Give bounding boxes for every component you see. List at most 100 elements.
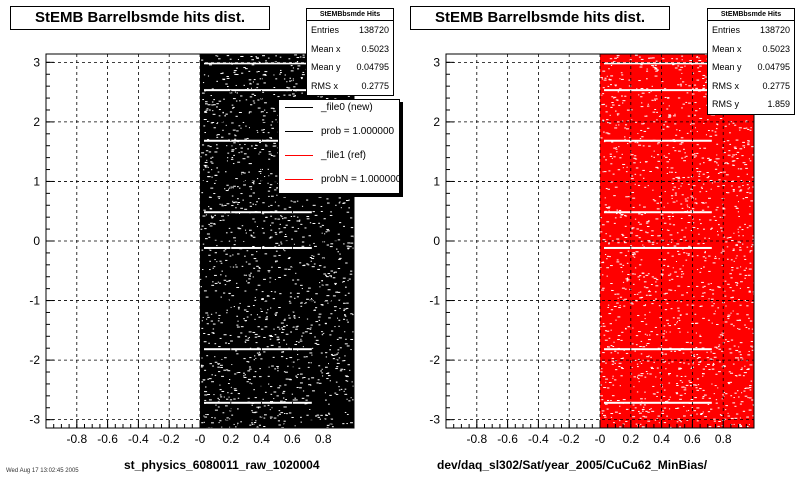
hit-gap	[679, 331, 681, 333]
hit-gap	[752, 404, 755, 406]
hit-gap	[234, 389, 236, 391]
hit-gap	[687, 409, 690, 411]
hit-gap	[694, 202, 698, 204]
hit-gap	[234, 135, 237, 137]
hit-gap	[607, 85, 610, 87]
hit-gap	[217, 134, 220, 136]
hit-gap	[646, 226, 650, 228]
hit-gap	[646, 68, 648, 70]
hit-gap	[671, 278, 674, 280]
hit-gap	[208, 206, 210, 208]
hit-gap	[216, 245, 218, 247]
hit-gap	[727, 383, 731, 385]
hit-gap	[297, 373, 299, 375]
hit-gap	[253, 102, 256, 104]
hit-gap	[255, 260, 258, 262]
hit-gap	[274, 313, 277, 315]
hit-gap	[726, 163, 730, 165]
hit-gap	[283, 217, 287, 219]
hit-gap	[241, 225, 244, 227]
right-plot-title: StEMB Barrelbsmde hits dist.	[410, 6, 670, 30]
hit-gap	[340, 368, 344, 370]
hit-gap	[211, 284, 215, 286]
hit-gap	[604, 241, 607, 243]
hit-gap	[704, 54, 707, 56]
hit-gap	[200, 228, 203, 230]
hit-gap	[292, 279, 295, 281]
hit-gap	[699, 219, 701, 221]
hit-gap	[261, 129, 264, 131]
hit-gap	[202, 180, 204, 182]
hit-gap	[229, 379, 231, 381]
hit-gap	[735, 257, 737, 259]
hit-gap	[269, 187, 272, 189]
hit-gap	[295, 341, 298, 343]
hit-gap	[278, 424, 281, 426]
hit-gap	[685, 155, 688, 157]
hit-gap	[205, 214, 208, 216]
hit-gap	[263, 336, 266, 338]
hit-gap	[611, 102, 614, 104]
hit-gap	[228, 343, 230, 345]
hit-gap	[637, 315, 640, 317]
hit-gap	[602, 261, 604, 263]
hit-gap	[601, 289, 605, 291]
hit-gap	[274, 232, 277, 234]
hit-gap	[272, 298, 276, 300]
hit-gap	[738, 351, 741, 353]
hit-gap	[205, 386, 207, 388]
hit-gap	[621, 233, 624, 235]
hit-gap	[325, 98, 329, 100]
hit-gap	[256, 347, 260, 349]
hit-gap	[205, 312, 209, 314]
hit-gap	[702, 228, 705, 230]
hit-gap	[235, 148, 237, 150]
y-tick-label: 3	[433, 55, 440, 69]
hit-gap	[306, 263, 309, 265]
hit-gap	[270, 215, 273, 217]
hit-gap	[218, 58, 221, 60]
hit-gap	[279, 56, 282, 58]
hit-gap	[651, 85, 653, 87]
hit-gap	[245, 261, 248, 263]
hit-gap	[713, 418, 716, 420]
hit-gap	[641, 136, 644, 138]
hit-gap	[344, 388, 347, 390]
hit-gap	[723, 152, 726, 154]
hit-gap	[264, 300, 268, 302]
hit-gap	[656, 334, 659, 336]
hit-gap	[226, 77, 230, 79]
hit-gap	[252, 236, 256, 238]
hit-gap	[237, 59, 240, 61]
hit-gap	[609, 256, 611, 258]
hit-gap	[683, 405, 685, 407]
hit-gap	[622, 100, 626, 102]
hit-gap	[296, 296, 299, 298]
hit-gap	[298, 220, 301, 222]
hit-gap	[201, 144, 205, 146]
hit-gap	[643, 276, 646, 278]
hit-gap	[235, 350, 238, 352]
hit-gap	[267, 168, 269, 170]
hit-gap	[734, 417, 738, 419]
hit-gap	[692, 363, 694, 365]
hit-gap	[731, 164, 735, 166]
hit-gap	[646, 360, 650, 362]
hit-gap	[270, 204, 273, 206]
hit-gap	[685, 239, 687, 241]
hit-gap	[625, 408, 629, 410]
hit-gap	[330, 353, 333, 355]
hit-gap	[350, 235, 354, 237]
hit-gap	[630, 373, 633, 375]
hit-gap	[632, 327, 634, 329]
hit-gap	[257, 406, 261, 408]
hit-gap	[248, 127, 250, 129]
hit-gap	[211, 332, 215, 334]
hit-gap	[622, 167, 624, 169]
hit-gap	[646, 88, 649, 90]
hit-gap	[615, 110, 617, 112]
hit-gap	[647, 57, 651, 59]
legend-line-icon	[285, 107, 313, 108]
hit-gap	[212, 281, 214, 283]
hit-gap	[634, 407, 637, 409]
